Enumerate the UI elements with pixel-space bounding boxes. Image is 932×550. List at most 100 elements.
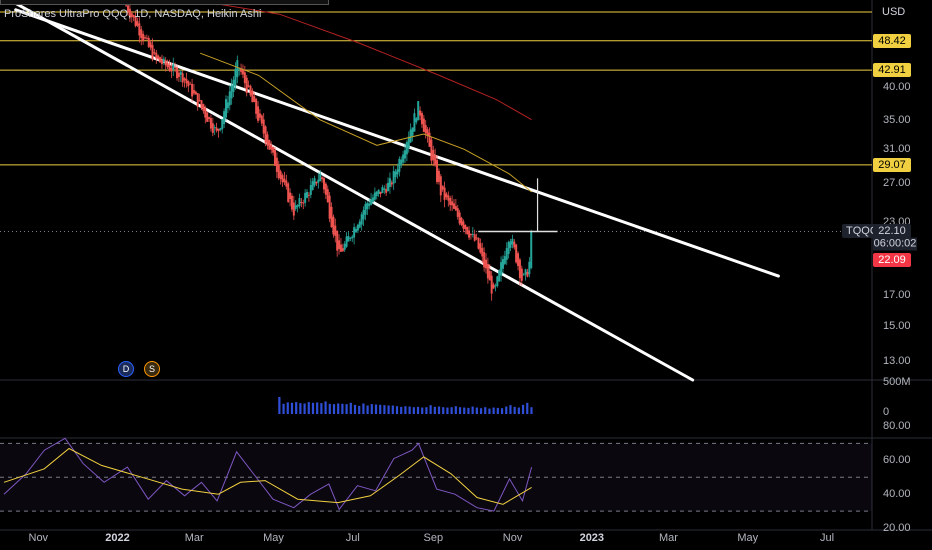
candle-down	[464, 224, 467, 230]
volume-bar	[421, 407, 424, 414]
candle-up	[409, 129, 412, 143]
candle-down	[428, 132, 431, 147]
candle-down	[379, 191, 382, 195]
level-price-label[interactable]: 29.07	[873, 157, 911, 172]
candle-down	[479, 243, 482, 253]
volume-bar	[463, 407, 466, 414]
candle-down	[485, 259, 488, 269]
candle-down	[202, 104, 205, 112]
volume-bar	[450, 407, 453, 414]
symbol-tag[interactable]: TQQQ	[842, 224, 883, 239]
volume-bar	[437, 406, 441, 414]
candle-up	[366, 202, 369, 210]
volume-bar	[471, 406, 474, 414]
candle-down	[168, 64, 171, 71]
candle-down	[458, 212, 461, 224]
candle-down	[517, 253, 520, 267]
candle-up	[507, 242, 510, 254]
candle-down	[486, 263, 489, 279]
candle-up	[377, 189, 380, 194]
volume-bar	[513, 406, 516, 414]
volume-bar	[526, 402, 529, 414]
candle-down	[258, 113, 261, 118]
volume-bar	[358, 405, 361, 414]
candle-down	[518, 259, 521, 278]
candle-down	[164, 60, 167, 66]
candle-down	[336, 230, 339, 251]
candle-up	[403, 150, 406, 159]
candle-up	[415, 118, 418, 123]
current-price-label[interactable]: 22.10	[873, 224, 911, 239]
candle-down	[341, 248, 344, 252]
volume-bar	[391, 405, 394, 414]
candle-up	[343, 243, 346, 250]
candle-up	[353, 227, 356, 238]
candle-down	[147, 37, 150, 47]
symbol-name[interactable]: ProShares UltraPro QQQ	[4, 8, 129, 20]
candle-down	[243, 72, 246, 84]
price-tick: 13.00	[883, 354, 911, 367]
splits-badge-icon[interactable]: S	[144, 361, 160, 377]
candle-up	[232, 79, 235, 92]
last-price-label[interactable]: 22.09	[873, 253, 911, 268]
candle-down	[253, 96, 256, 102]
candle-down	[257, 106, 260, 121]
candle-down	[490, 275, 493, 294]
candle-down	[198, 99, 201, 101]
volume-bar	[429, 405, 432, 414]
candle-down	[247, 85, 250, 87]
chart-interval[interactable]: 1D	[134, 8, 149, 20]
candle-up	[402, 154, 405, 163]
candle-down	[127, 5, 130, 13]
volume-bar	[408, 406, 411, 414]
candle-down	[153, 52, 156, 54]
candle-down	[140, 29, 143, 39]
candle-up	[381, 187, 384, 193]
candle-down	[249, 85, 252, 96]
rsi-tick: 20.00	[883, 522, 911, 534]
candle-up	[407, 136, 410, 149]
volume-bar	[353, 404, 357, 414]
candle-down	[526, 271, 529, 277]
candle-down	[151, 45, 154, 60]
candle-down	[488, 271, 491, 281]
candle-up	[313, 178, 316, 186]
candle-down	[469, 233, 472, 236]
candle-down	[270, 144, 273, 150]
time-tick: 2023	[579, 532, 605, 544]
candle-down	[466, 227, 469, 234]
candle-down	[255, 99, 258, 114]
candle-up	[213, 127, 216, 129]
candle-down	[447, 195, 450, 201]
currency-label[interactable]: USD	[882, 6, 906, 18]
candle-down	[183, 77, 186, 81]
volume-bar	[282, 403, 285, 414]
candle-down	[321, 177, 324, 180]
candle-up	[296, 205, 299, 208]
candle-down	[424, 125, 427, 134]
volume-bar	[416, 406, 420, 414]
candle-down	[390, 182, 393, 185]
level-price-label[interactable]: 48.42	[873, 33, 911, 48]
candle-down	[155, 52, 158, 59]
channel-line-lower	[6, 0, 695, 382]
candle-up	[400, 159, 403, 166]
candle-up	[309, 184, 312, 195]
volume-bar	[366, 405, 369, 414]
candle-up	[398, 158, 401, 172]
level-price-label[interactable]: 42.91	[873, 63, 911, 78]
candle-down	[289, 192, 292, 200]
candle-down	[441, 185, 444, 190]
candle-down	[451, 201, 454, 206]
candle-up	[294, 205, 297, 209]
candle-down	[290, 195, 293, 210]
candle-up	[370, 199, 373, 205]
volume-bar	[509, 405, 512, 414]
candle-down	[143, 37, 146, 39]
channel-line-upper	[14, 8, 780, 278]
volume-bar	[295, 402, 298, 414]
candle-up	[394, 171, 397, 178]
volume-bar	[383, 405, 386, 414]
dividends-badge-icon[interactable]: D	[118, 361, 134, 377]
